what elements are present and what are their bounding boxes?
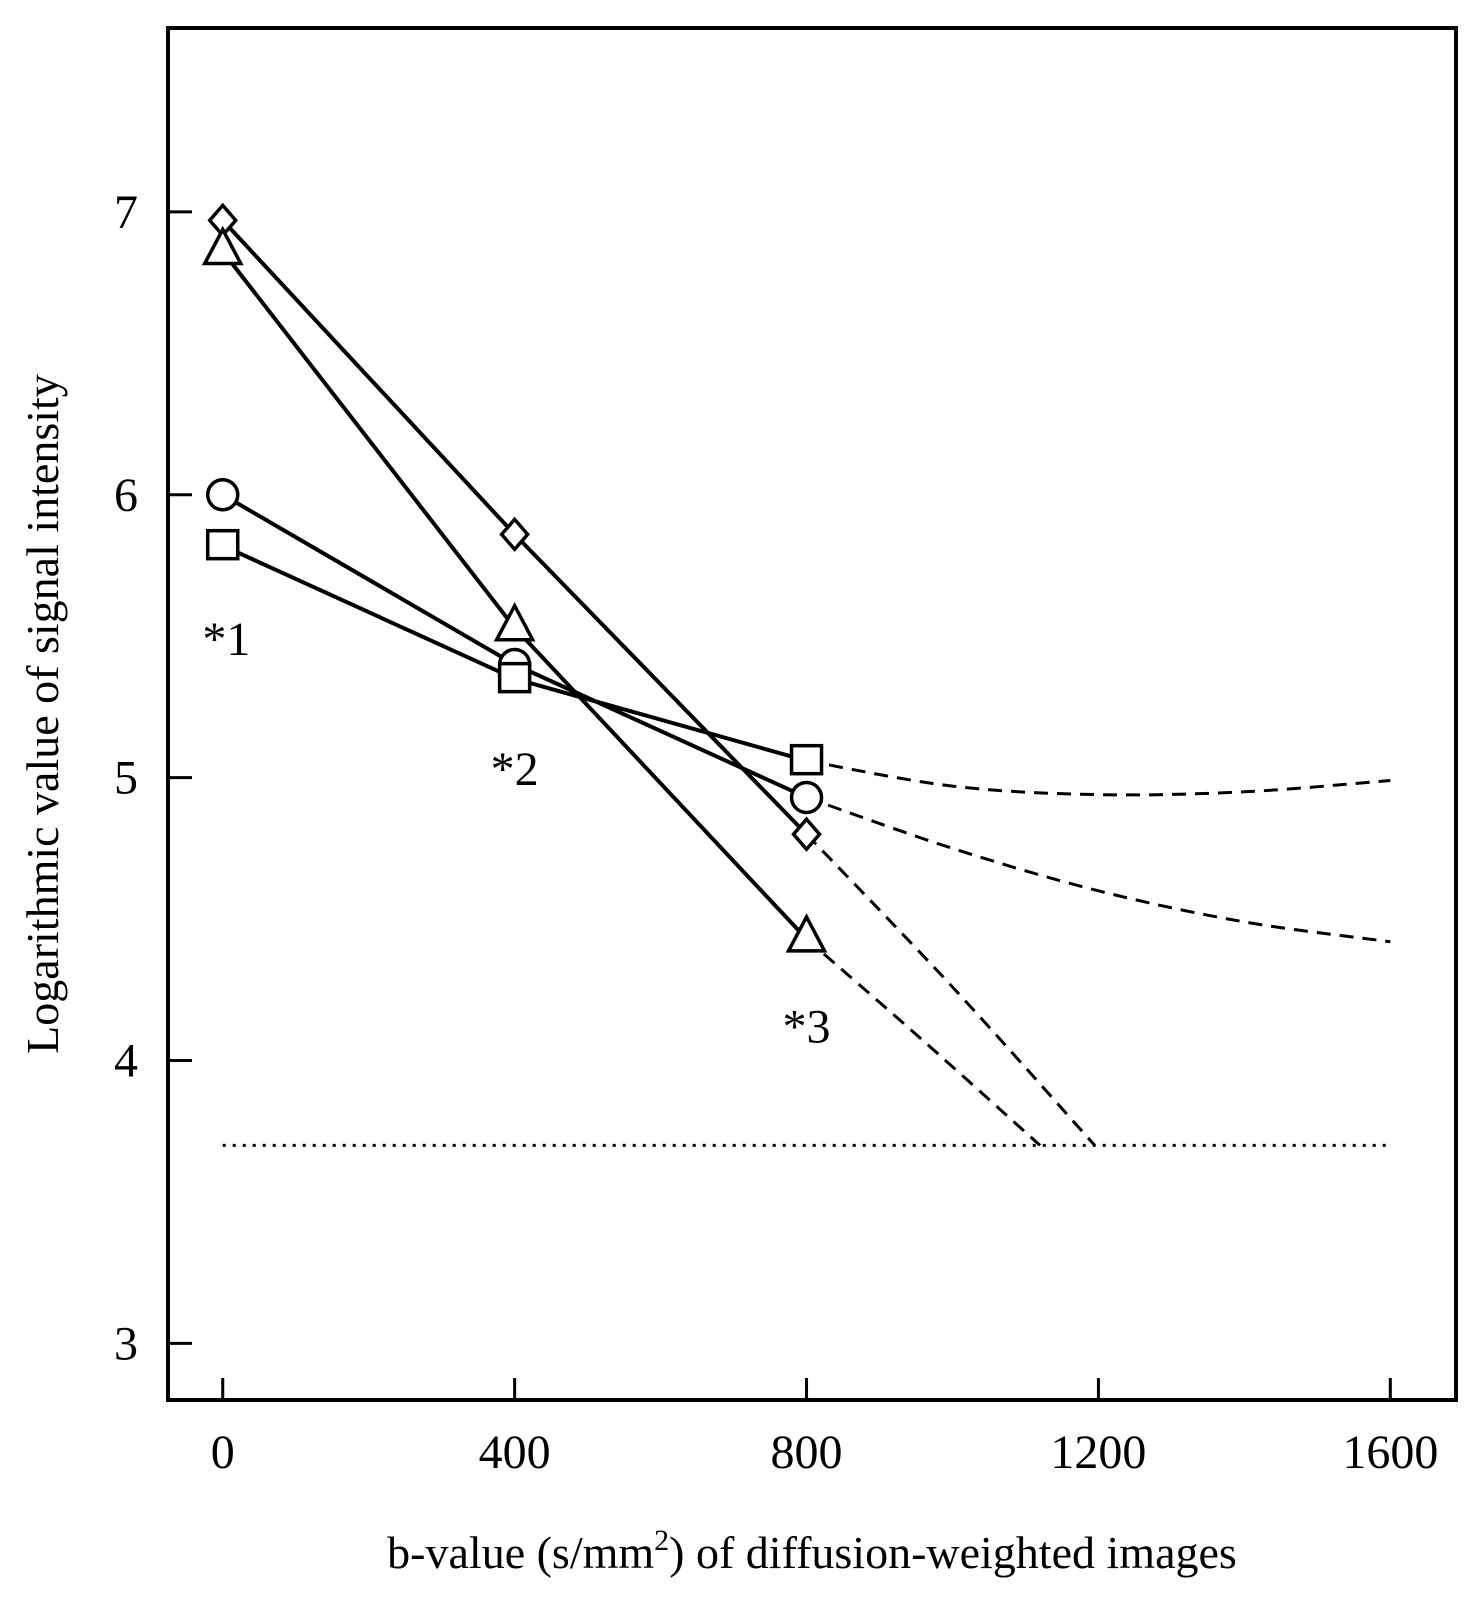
annotation-label: *3 — [783, 1001, 831, 1054]
marker-diamond — [791, 816, 822, 852]
marker-diamond — [499, 516, 530, 553]
plot-frame — [166, 26, 1458, 1402]
annotation-label: *1 — [202, 613, 250, 666]
axis-ticks — [168, 210, 1392, 1400]
x-axis-label-rest: ) of diffusion-weighted images — [669, 1527, 1237, 1578]
extrapolation-circle — [806, 796, 1391, 944]
marker-triangle — [785, 913, 828, 953]
series-markers — [201, 202, 828, 953]
y-tick-label: 6 — [114, 469, 138, 522]
marker-triangle — [493, 601, 536, 642]
x-tick-label: 800 — [771, 1426, 843, 1479]
marker-square — [789, 743, 824, 776]
x-tick-label: 400 — [479, 1426, 551, 1479]
extrapolation-lines — [805, 759, 1391, 1147]
x-axis-label-superscript: 2 — [654, 1524, 669, 1557]
series-lines — [221, 219, 808, 941]
y-tick-label: 7 — [114, 186, 138, 239]
marker-square — [205, 528, 240, 561]
x-axis-label-main: b-value (s/mm — [387, 1527, 654, 1578]
x-tick-label: 1200 — [1050, 1426, 1146, 1479]
annotation-label: *2 — [491, 743, 539, 796]
x-tick-label: 0 — [211, 1426, 235, 1479]
x-axis-label: b-value (s/mm2) of diffusion-weighted im… — [387, 1524, 1237, 1578]
annotations: *1 *2 *3 — [202, 613, 830, 1054]
extrapolation-diamond — [805, 833, 1096, 1147]
marker-square — [497, 661, 532, 694]
marker-circle — [205, 478, 240, 512]
y-axis-label: Logarithmic value of signal intensity — [17, 374, 68, 1054]
y-tick-label: 3 — [114, 1317, 138, 1370]
x-tick-label: 1600 — [1342, 1426, 1438, 1479]
axis-tick-labels: 0 400 800 1200 1600 3 4 5 6 7 — [114, 186, 1438, 1479]
y-tick-label: 4 — [114, 1035, 138, 1088]
extrapolation-triangle — [805, 937, 1042, 1147]
y-tick-label: 5 — [114, 752, 138, 805]
extrapolation-square — [806, 759, 1391, 797]
series-line-triangle — [221, 250, 808, 941]
marker-circle — [789, 780, 824, 815]
marker-triangle — [201, 225, 244, 266]
